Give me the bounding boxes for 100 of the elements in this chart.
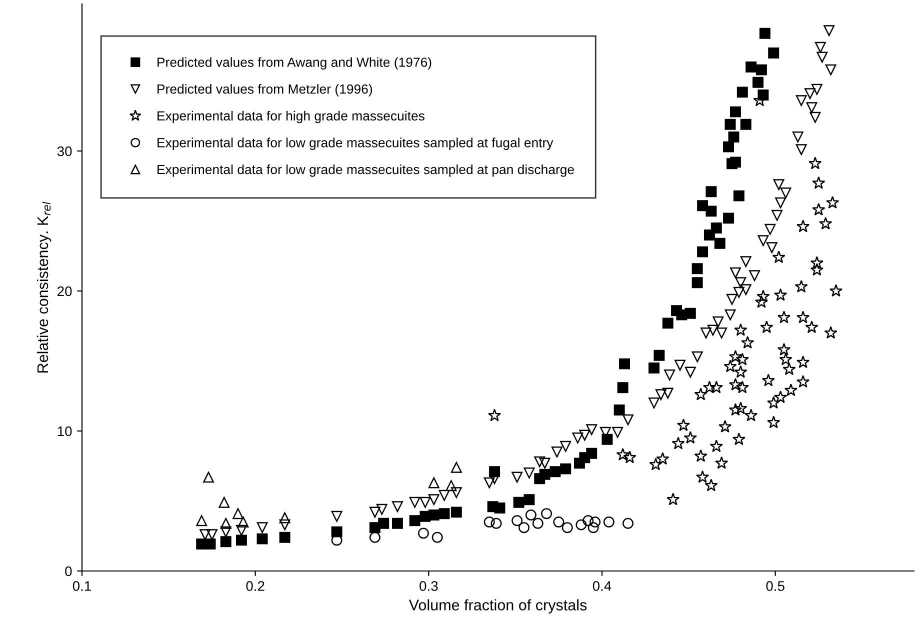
point — [446, 480, 457, 492]
point — [684, 431, 697, 444]
point — [576, 519, 587, 530]
point — [728, 378, 742, 390]
legend-label: Experimental data for high grade massecuites — [158, 110, 424, 124]
point — [728, 403, 742, 416]
x-tick-label: 0.3 — [420, 581, 438, 591]
point — [796, 375, 810, 388]
point — [238, 516, 249, 528]
y-tick-label: 0 — [65, 566, 72, 576]
point — [532, 518, 544, 529]
point — [590, 516, 601, 528]
point — [826, 196, 840, 208]
point — [715, 456, 728, 469]
point — [525, 510, 536, 520]
legend-label: Experimental data for low grade massecuites sampled at pan discharge — [158, 164, 574, 177]
point — [450, 462, 462, 473]
point — [710, 440, 723, 452]
point — [710, 380, 723, 394]
y-tick-label: 20 — [58, 286, 72, 296]
point — [796, 310, 810, 324]
point — [623, 450, 636, 464]
point — [279, 512, 290, 524]
x-tick-label: 0.5 — [766, 581, 784, 591]
point — [774, 390, 788, 404]
point — [553, 516, 564, 528]
point — [541, 508, 552, 520]
point — [810, 256, 824, 269]
point — [490, 518, 502, 529]
point — [796, 220, 810, 232]
point — [512, 515, 523, 526]
point — [784, 384, 798, 396]
x-tick-label: 0.4 — [592, 581, 612, 591]
point — [656, 452, 670, 465]
point — [704, 478, 718, 492]
legend-label: Experimental data for low grade massecuites sampled at fugal entry — [158, 138, 554, 150]
y-tick-label: 10 — [58, 426, 72, 436]
point — [819, 216, 832, 230]
x-axis-title: Volume fraction of crystals — [408, 599, 587, 614]
point — [796, 356, 810, 368]
point — [805, 320, 818, 334]
point — [702, 380, 716, 394]
point — [744, 408, 758, 422]
y-tick-label: 30 — [57, 146, 72, 156]
point — [779, 352, 792, 366]
point — [767, 416, 780, 428]
point — [676, 418, 690, 432]
point — [824, 326, 838, 339]
point — [736, 352, 749, 366]
point — [754, 295, 768, 308]
point — [810, 263, 824, 276]
point — [603, 516, 614, 528]
point — [666, 492, 680, 506]
point — [777, 310, 791, 324]
point — [672, 436, 685, 450]
point — [562, 522, 573, 534]
point — [741, 336, 754, 348]
point — [724, 360, 737, 372]
point — [694, 388, 708, 400]
point — [782, 362, 796, 376]
point — [812, 176, 826, 189]
point — [767, 396, 780, 409]
legend-label: Predicted values from Metzler (1996) — [158, 84, 372, 96]
point — [218, 496, 230, 508]
point — [734, 323, 748, 336]
y-axis-title: Relative consistency. K$_{rel}$ — [36, 202, 52, 372]
point — [428, 477, 440, 488]
point — [774, 288, 788, 301]
point — [777, 342, 791, 356]
point — [622, 518, 634, 529]
point — [369, 532, 380, 543]
point — [203, 472, 214, 483]
x-tick-label: 0.2 — [246, 581, 264, 591]
point — [734, 402, 748, 414]
point — [196, 515, 208, 526]
point — [794, 280, 808, 292]
point — [694, 449, 708, 462]
point — [718, 420, 732, 432]
x-tick-label: 0.1 — [72, 581, 91, 591]
point — [582, 515, 594, 526]
point — [488, 408, 502, 422]
point — [484, 516, 495, 528]
point — [649, 458, 662, 470]
point — [232, 508, 244, 520]
point — [732, 432, 746, 446]
point — [728, 350, 742, 362]
point — [812, 202, 826, 216]
point — [808, 156, 822, 170]
point — [756, 290, 770, 302]
point — [736, 380, 749, 394]
point — [696, 470, 710, 483]
point — [220, 518, 232, 529]
point — [829, 284, 843, 297]
point — [518, 522, 530, 534]
legend-label: Predicted values from Awang and White (1976) — [158, 57, 432, 70]
point — [772, 250, 786, 264]
point — [760, 320, 774, 334]
point — [762, 374, 775, 386]
point — [432, 532, 443, 543]
point — [734, 365, 748, 378]
